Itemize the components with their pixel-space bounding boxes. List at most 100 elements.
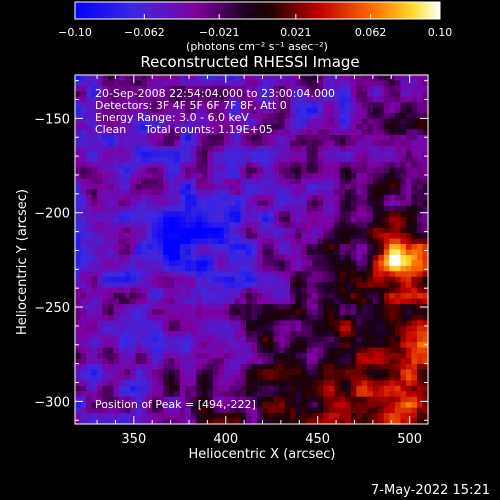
heatmap-cell [416, 85, 424, 92]
heatmap-cell [361, 162, 368, 169]
heatmap-cell [328, 298, 335, 305]
heatmap-cell [262, 369, 269, 376]
heatmap-cell [174, 216, 181, 223]
heatmap-cell [273, 249, 280, 256]
heatmap-cell [229, 320, 236, 327]
heatmap-cell [190, 265, 197, 272]
heatmap-cell [179, 173, 186, 180]
heatmap-cell [411, 325, 418, 332]
heatmap-cell [416, 205, 424, 212]
heatmap-cell [97, 418, 104, 425]
heatmap-cell [141, 80, 148, 87]
heatmap-cell [411, 413, 418, 420]
heatmap-cell [389, 178, 396, 185]
heatmap-cell [339, 325, 346, 332]
heatmap-cell [168, 369, 175, 376]
heatmap-cell [383, 260, 390, 267]
heatmap-cell [174, 85, 181, 92]
heatmap-cell [345, 124, 352, 131]
heatmap-cell [389, 407, 396, 414]
heatmap-cell [124, 369, 131, 376]
heatmap-cell [367, 320, 374, 327]
heatmap-cell [356, 331, 363, 338]
heatmap-cell [91, 254, 98, 261]
heatmap-cell [135, 331, 142, 338]
heatmap-cell [146, 396, 153, 403]
heatmap-cell [190, 364, 197, 371]
heatmap-cell [146, 151, 153, 158]
heatmap-cell [372, 107, 379, 114]
heatmap-cell [416, 167, 424, 174]
heatmap-cell [234, 156, 242, 163]
heatmap-cell [295, 233, 302, 240]
heatmap-cell [102, 233, 109, 240]
heatmap-cell [97, 118, 104, 125]
heatmap-cell [174, 385, 181, 392]
heatmap-cell [179, 184, 186, 191]
heatmap-cell [361, 80, 368, 87]
heatmap-cell [141, 216, 148, 223]
heatmap-cell [268, 238, 275, 245]
heatmap-cell [234, 407, 242, 414]
heatmap-cell [234, 151, 242, 158]
heatmap-cell [212, 129, 220, 136]
heatmap-cell [174, 304, 181, 311]
heatmap-cell [273, 369, 280, 376]
heatmap-cell [251, 320, 258, 327]
heatmap-cell [124, 134, 131, 142]
heatmap-cell [157, 124, 164, 131]
heatmap-cell [306, 331, 313, 338]
heatmap-cell [306, 298, 313, 305]
heatmap-cell [323, 293, 330, 300]
heatmap-cell [361, 145, 368, 152]
heatmap-cell [262, 233, 269, 240]
heatmap-cell [356, 96, 363, 103]
heatmap-cell [301, 151, 308, 158]
heatmap-cell [416, 320, 424, 327]
heatmap-cell [207, 385, 214, 392]
heatmap-cell [257, 124, 264, 131]
heatmap-cell [141, 402, 148, 409]
heatmap-cell [152, 342, 159, 349]
heatmap-cell [372, 145, 379, 152]
heatmap-cell [207, 96, 214, 103]
heatmap-cell [179, 385, 186, 392]
heatmap-cell [345, 418, 352, 425]
heatmap-cell [394, 358, 402, 365]
heatmap-cell [212, 309, 220, 316]
heatmap-cell [295, 325, 302, 332]
heatmap-cell [75, 244, 82, 251]
heatmap-cell [279, 189, 286, 196]
heatmap-cell [345, 118, 352, 125]
heatmap-cell [405, 304, 413, 311]
heatmap-cell [174, 80, 181, 87]
heatmap-cell [75, 91, 82, 98]
heatmap-cell [328, 129, 335, 136]
heatmap-cell [416, 162, 424, 169]
heatmap-cell [119, 75, 126, 82]
heatmap-cell [86, 325, 93, 332]
heatmap-cell [279, 184, 286, 191]
heatmap-cell [168, 331, 175, 338]
heatmap-cell [284, 407, 291, 414]
heatmap-cell [152, 118, 159, 125]
heatmap-cell [273, 134, 280, 142]
heatmap-cell [405, 260, 413, 267]
heatmap-cell [422, 391, 429, 398]
heatmap-cell [334, 309, 341, 316]
heatmap-cell [119, 309, 126, 316]
heatmap-cell [405, 380, 413, 387]
heatmap-cell [163, 173, 170, 180]
heatmap-cell [328, 260, 335, 267]
heatmap-cell [334, 134, 341, 142]
heatmap-cell [80, 314, 87, 321]
heatmap-cell [339, 402, 346, 409]
heatmap-cell [190, 113, 197, 120]
heatmap-cell [190, 374, 197, 381]
heatmap-cell [301, 347, 308, 354]
heatmap-cell [301, 244, 308, 251]
heatmap-cell [389, 80, 396, 87]
heatmap-cell [86, 238, 93, 245]
heatmap-cell [152, 374, 159, 381]
heatmap-cell [146, 102, 153, 109]
